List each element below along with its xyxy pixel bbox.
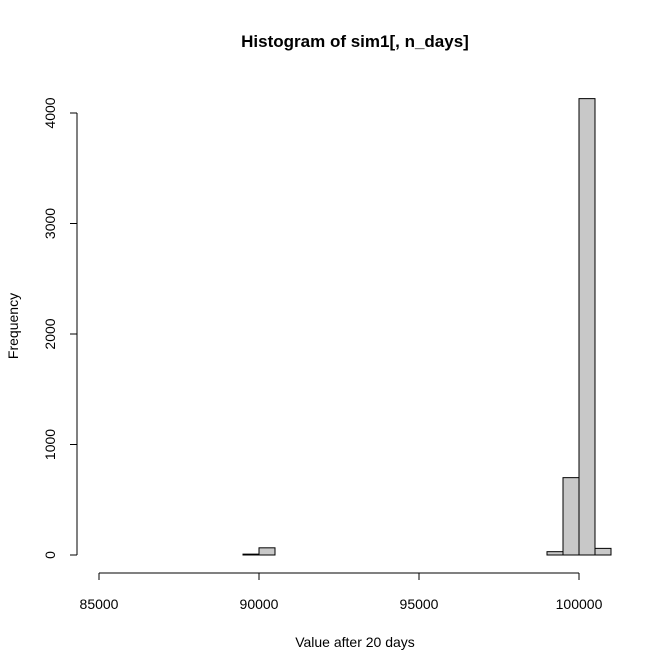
histogram-bar xyxy=(258,547,276,556)
x-tick-label: 100000 xyxy=(556,596,603,612)
histogram-bar xyxy=(562,477,580,556)
y-tick-label: 4000 xyxy=(42,97,58,128)
histogram-bar xyxy=(546,551,564,556)
histogram-bar xyxy=(242,553,260,556)
x-tick-label: 90000 xyxy=(240,596,279,612)
y-axis: 0 1000 2000 3000 4000 xyxy=(42,97,78,559)
histogram-bar xyxy=(578,98,596,556)
chart-title: Histogram of sim1[, n_days] xyxy=(241,32,469,51)
y-tick-label: 3000 xyxy=(42,208,58,239)
y-tick-label: 0 xyxy=(42,551,58,559)
x-axis-label: Value after 20 days xyxy=(295,634,415,650)
x-tick-label: 85000 xyxy=(80,596,119,612)
y-tick-label: 1000 xyxy=(42,429,58,460)
y-axis-label: Frequency xyxy=(5,293,21,359)
x-axis: 85000 90000 95000 100000 xyxy=(80,572,603,612)
histogram-bar xyxy=(594,547,612,556)
y-tick-label: 2000 xyxy=(42,318,58,349)
x-tick-label: 95000 xyxy=(400,596,439,612)
histogram-bars xyxy=(242,98,612,556)
